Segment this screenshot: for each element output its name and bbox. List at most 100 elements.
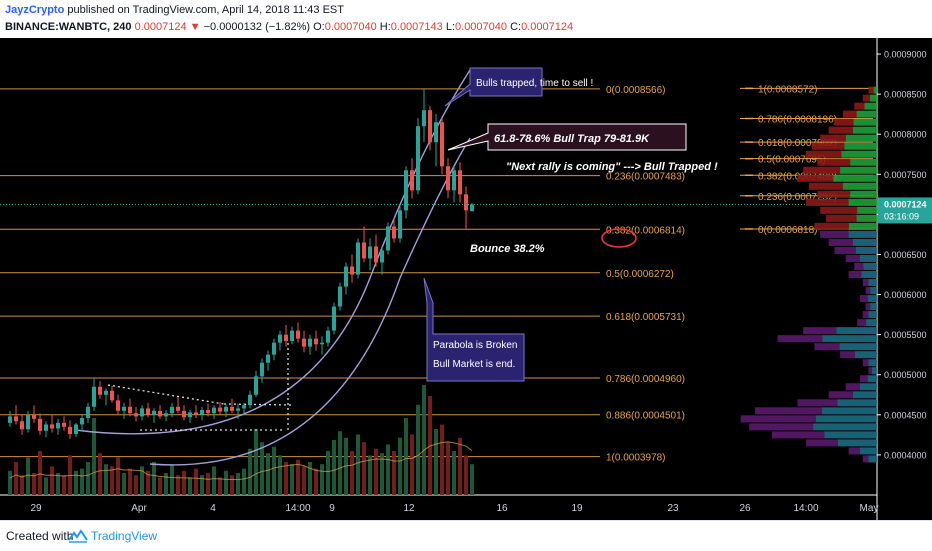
candle-body-75 xyxy=(458,170,462,195)
candle-body-11 xyxy=(74,424,78,435)
volume-profile xyxy=(740,86,877,463)
price-tick-2: 0.0008000 xyxy=(884,130,927,140)
candle-body-21 xyxy=(134,413,138,417)
candle-body-25 xyxy=(158,410,162,417)
candle-body-38 xyxy=(236,408,240,411)
candle-body-34 xyxy=(212,407,216,414)
publish-line: JayzCrypto published on TradingView.com,… xyxy=(5,4,344,16)
volume-bar-51 xyxy=(314,468,318,495)
profile-down-35 xyxy=(868,367,872,375)
fib-retracement-left[interactable]: 0(0.0008566) 0.236(0.0007483) 0.382(0.0006… xyxy=(0,85,685,464)
volume-bar-22 xyxy=(140,466,144,495)
annotation-next-rally[interactable]: "Next rally is coming" ---> Bull Trapped… xyxy=(506,161,718,173)
profile-up-27 xyxy=(870,303,877,311)
candle-body-13 xyxy=(86,406,90,419)
volume-moving-average xyxy=(9,441,473,481)
profile-down-37 xyxy=(845,383,860,391)
tradingview-logo-icon[interactable] xyxy=(68,528,88,544)
author-name[interactable]: JayzCrypto xyxy=(5,4,65,16)
candle-body-18 xyxy=(116,400,120,411)
profile-up-9 xyxy=(850,158,877,166)
profile-down-8 xyxy=(806,150,842,158)
bounce-circle-marker[interactable] xyxy=(601,228,637,248)
price-chart[interactable]: 0(0.0008566) 0.236(0.0007483) 0.382(0.0006… xyxy=(0,38,932,520)
candle-body-8 xyxy=(56,422,60,429)
triangle-upper-line-2[interactable] xyxy=(223,403,293,406)
profile-down-32 xyxy=(814,343,840,351)
fib-level-label-2: 0.382(0.0006814) xyxy=(606,225,685,236)
last-price-tag[interactable]: 0.0007124 03:16:09 xyxy=(878,197,932,224)
annotation-bounce[interactable]: Bounce 38.2% xyxy=(470,243,545,255)
candle-body-32 xyxy=(200,410,204,415)
time-tick-10: 14:00 xyxy=(793,503,818,514)
ohlc-line: BINANCE:WANBTC, 240 0.0007124 ▼ −0.00001… xyxy=(5,21,573,33)
tradingview-brand-link[interactable]: TradingView xyxy=(91,529,158,543)
profile-up-45 xyxy=(859,447,877,455)
parabola-lower-curve[interactable] xyxy=(149,137,471,466)
volume-bar-13 xyxy=(86,462,90,495)
fib-level-label-3: 0.5(0.0006272) xyxy=(606,269,674,280)
annotation-bulls-trapped[interactable]: Bulls trapped, time to sell ! xyxy=(444,67,593,107)
fib-right-label-1: 0.786(0.0008196) xyxy=(758,114,837,125)
volume-bar-4 xyxy=(32,473,36,495)
profile-down-30 xyxy=(803,327,837,335)
time-tick-3: 14:00 xyxy=(285,503,310,514)
volume-bar-46 xyxy=(284,462,288,495)
volume-bar-62 xyxy=(380,453,384,495)
volume-bars xyxy=(8,385,474,495)
fib-level-label-7: 1(0.0003978) xyxy=(606,453,666,464)
high-value: 0.0007143 xyxy=(390,21,443,33)
price-tick-9: 0.0004500 xyxy=(884,410,927,420)
price-axis-area[interactable] xyxy=(877,38,932,520)
profile-down-19 xyxy=(828,238,853,246)
volume-bar-60 xyxy=(368,455,372,495)
volume-bar-45 xyxy=(278,455,282,495)
profile-up-46 xyxy=(868,455,877,463)
profile-up-2 xyxy=(864,102,877,110)
high-label: H: xyxy=(379,21,391,33)
volume-bar-66 xyxy=(404,418,408,495)
volume-bar-8 xyxy=(56,473,60,495)
time-axis-labels: 29 Apr 4 14:00 9 12 16 19 23 26 14:00 May xyxy=(30,503,878,514)
profile-up-28 xyxy=(868,311,877,319)
publish-info: published on TradingView.com, April 14, … xyxy=(64,4,344,16)
profile-down-2 xyxy=(854,102,865,110)
profile-up-41 xyxy=(815,415,877,423)
candle-body-4 xyxy=(32,414,36,419)
volume-bar-12 xyxy=(80,468,84,495)
candle-body-16 xyxy=(104,390,108,395)
profile-down-14 xyxy=(806,198,849,206)
candle-body-74 xyxy=(452,170,456,191)
candle-body-20 xyxy=(128,406,132,414)
profile-down-38 xyxy=(828,391,853,399)
profile-down-25 xyxy=(865,287,871,295)
profile-down-16 xyxy=(825,214,857,222)
profile-up-12 xyxy=(842,182,877,190)
profile-up-3 xyxy=(856,110,877,118)
volume-bar-68 xyxy=(416,404,420,495)
annotation-bull-trap[interactable]: 61.8-78.6% Bull Trap 79-81.9K xyxy=(447,123,687,151)
volume-bar-57 xyxy=(350,451,354,495)
volume-bar-32 xyxy=(200,475,204,495)
profile-up-34 xyxy=(868,359,877,367)
candle-body-7 xyxy=(50,424,54,429)
consolidation-triangle[interactable] xyxy=(107,343,293,431)
candlestick-series[interactable] xyxy=(8,88,474,439)
time-tick-0: 29 xyxy=(30,503,42,514)
volume-bar-69 xyxy=(422,385,426,495)
callout-text-line-2: Bull Market is end. xyxy=(433,359,515,370)
volume-bar-20 xyxy=(128,468,132,495)
volume-bar-58 xyxy=(356,434,360,495)
profile-up-36 xyxy=(867,375,877,383)
volume-bar-42 xyxy=(260,442,264,495)
annotation-parabola-broken[interactable]: Parabola is Broken Bull Market is end. xyxy=(423,277,525,382)
candle-body-1 xyxy=(14,416,18,422)
callout-box xyxy=(423,277,525,382)
profile-down-9 xyxy=(817,158,851,166)
candle-body-48 xyxy=(296,330,300,339)
chart-header: JayzCrypto published on TradingView.com,… xyxy=(0,0,932,38)
profile-down-5 xyxy=(828,126,853,134)
volume-bar-19 xyxy=(122,473,126,495)
volume-bar-1 xyxy=(14,462,18,495)
fib-right-label-3: 0.5(0.0007695) xyxy=(758,155,826,166)
